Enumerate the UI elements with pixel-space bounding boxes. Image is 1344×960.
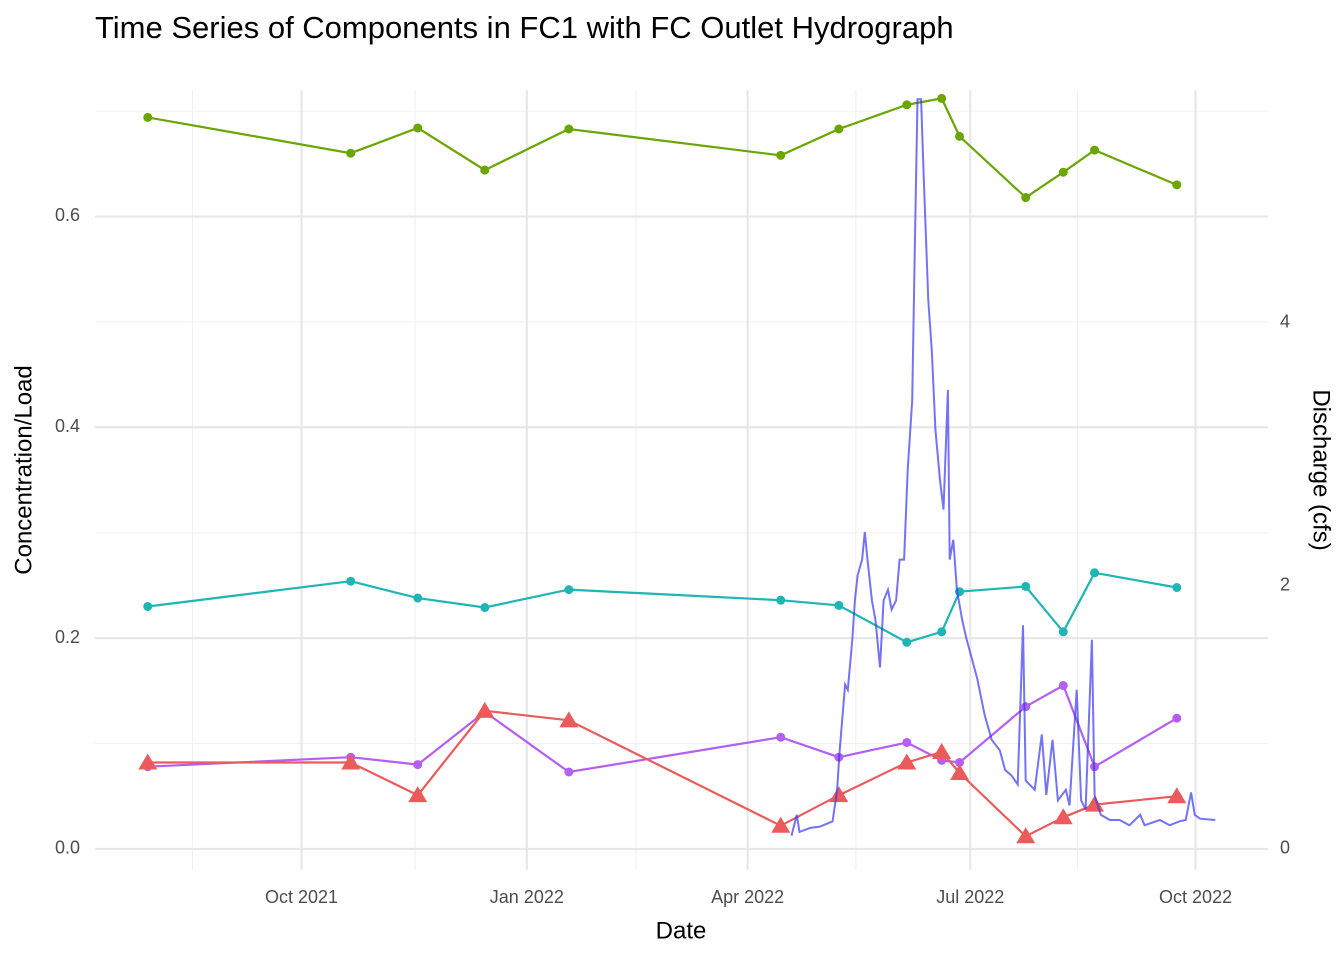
marker	[480, 603, 490, 613]
x-tick-label: Jan 2022	[490, 887, 564, 907]
x-tick-label: Oct 2021	[265, 887, 338, 907]
marker	[1058, 167, 1068, 177]
marker	[408, 786, 428, 803]
chart-title: Time Series of Components in FC1 with FC…	[95, 10, 954, 45]
marker	[346, 148, 356, 158]
marker	[564, 585, 574, 595]
marker	[950, 764, 970, 781]
y2-tick-label: 0	[1280, 838, 1290, 858]
series-line	[147, 571, 1177, 644]
marker	[902, 737, 912, 747]
marker	[1021, 702, 1031, 712]
marker	[341, 753, 361, 770]
marker	[776, 595, 786, 605]
marker	[559, 711, 579, 728]
marker	[1172, 583, 1182, 593]
x-tick-label: Apr 2022	[711, 887, 784, 907]
series-line	[147, 97, 1178, 199]
marker	[829, 786, 849, 803]
marker	[346, 576, 356, 586]
y-tick-label: 0.4	[55, 416, 80, 436]
marker	[1167, 787, 1187, 804]
marker	[413, 593, 423, 603]
y-tick-label: 0.6	[55, 205, 80, 225]
marker	[771, 816, 791, 833]
y-tick-label: 0.0	[55, 838, 80, 858]
marker	[1016, 827, 1036, 844]
marker	[1090, 145, 1100, 155]
series-line	[147, 683, 1178, 774]
marker	[1172, 180, 1182, 190]
marker	[1021, 581, 1031, 591]
marker	[138, 753, 158, 770]
marker	[937, 627, 947, 637]
marker	[902, 100, 912, 110]
marker	[475, 701, 495, 718]
marker	[1058, 627, 1068, 637]
marker	[776, 150, 786, 160]
marker	[564, 124, 574, 134]
y2-tick-label: 4	[1280, 312, 1290, 332]
marker	[937, 93, 947, 103]
marker	[413, 123, 423, 133]
marker	[1021, 193, 1031, 203]
marker	[932, 742, 952, 759]
marker	[776, 732, 786, 742]
marker	[1058, 681, 1068, 691]
marker	[834, 124, 844, 134]
marker	[143, 112, 153, 122]
x-axis-label: Date	[656, 917, 707, 944]
marker	[955, 131, 965, 141]
y2-tick-label: 2	[1280, 575, 1290, 595]
marker	[834, 600, 844, 610]
marker	[902, 637, 912, 647]
marker	[1090, 568, 1100, 578]
marker	[955, 757, 965, 767]
marker	[480, 165, 490, 175]
x-tick-label: Oct 2022	[1159, 887, 1232, 907]
y-tick-label: 0.2	[55, 627, 80, 647]
y-axis-label: Concentration/Load	[10, 365, 37, 574]
marker	[897, 753, 917, 770]
marker	[1053, 808, 1073, 825]
marker	[143, 601, 153, 611]
marker	[1172, 713, 1182, 723]
marker	[413, 760, 423, 770]
marker	[564, 767, 574, 777]
discharge-line	[790, 98, 1216, 837]
y2-axis-label: Discharge (cfs)	[1308, 389, 1335, 550]
x-tick-label: Jul 2022	[936, 887, 1004, 907]
